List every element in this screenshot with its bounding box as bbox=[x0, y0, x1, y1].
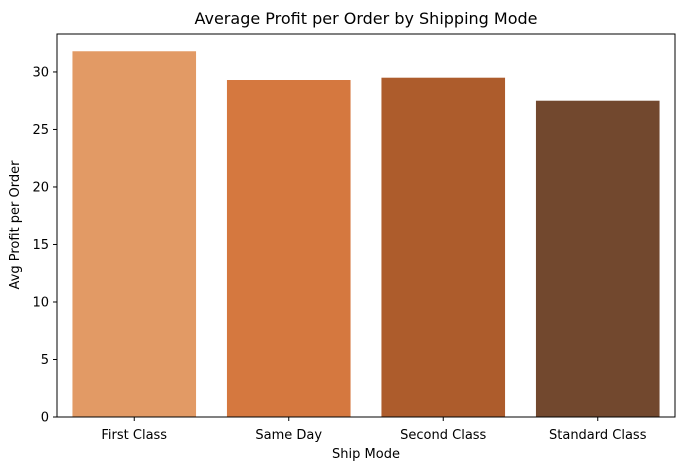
bar-second-class bbox=[381, 77, 506, 418]
x-tick-label: Same Day bbox=[255, 428, 322, 443]
bar-same-day bbox=[226, 80, 351, 417]
x-tick-label: Standard Class bbox=[549, 428, 647, 443]
bar-standard-class bbox=[535, 100, 660, 417]
y-axis-title: Avg Profit per Order bbox=[8, 160, 23, 290]
x-axis-title: Ship Mode bbox=[332, 447, 400, 462]
y-axis: 0 5 10 15 20 25 30 bbox=[32, 65, 57, 426]
plot-area bbox=[72, 51, 660, 418]
y-tick-label: 10 bbox=[32, 295, 49, 310]
y-tick-label: 30 bbox=[32, 65, 49, 80]
y-tick-label: 15 bbox=[32, 238, 49, 253]
x-tick-label: First Class bbox=[101, 428, 167, 443]
bar-first-class bbox=[72, 51, 197, 417]
x-tick-label: Second Class bbox=[400, 428, 486, 443]
y-tick-label: 5 bbox=[41, 353, 49, 368]
y-tick-label: 20 bbox=[32, 180, 49, 195]
y-tick-label: 0 bbox=[41, 411, 49, 426]
chart-title: Average Profit per Order by Shipping Mod… bbox=[194, 9, 537, 28]
x-axis: First Class Same Day Second Class Standard … bbox=[101, 417, 647, 443]
plot-frame bbox=[56, 33, 676, 418]
y-tick-label: 25 bbox=[32, 123, 49, 138]
